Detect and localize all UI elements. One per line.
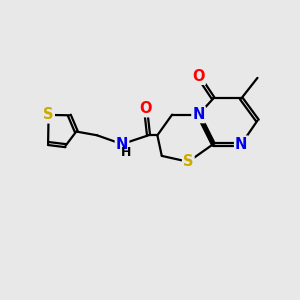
Text: S: S bbox=[183, 154, 194, 169]
Text: H: H bbox=[121, 146, 132, 159]
Text: O: O bbox=[192, 69, 205, 84]
Text: O: O bbox=[139, 101, 152, 116]
Text: N: N bbox=[192, 107, 205, 122]
Text: N: N bbox=[116, 136, 128, 152]
Text: N: N bbox=[235, 136, 248, 152]
Text: S: S bbox=[43, 107, 54, 122]
